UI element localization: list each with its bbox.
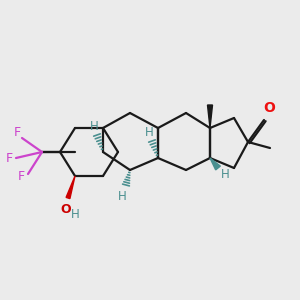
Polygon shape [208, 105, 212, 128]
Text: F: F [17, 170, 25, 184]
Text: H: H [90, 119, 98, 133]
Text: H: H [145, 125, 153, 139]
Text: H: H [220, 169, 230, 182]
Text: O: O [61, 203, 71, 216]
Text: F: F [5, 152, 13, 164]
Text: O: O [263, 101, 275, 115]
Text: H: H [118, 190, 126, 202]
Text: F: F [14, 127, 21, 140]
Polygon shape [210, 158, 220, 170]
Text: H: H [70, 208, 80, 221]
Polygon shape [66, 176, 75, 199]
